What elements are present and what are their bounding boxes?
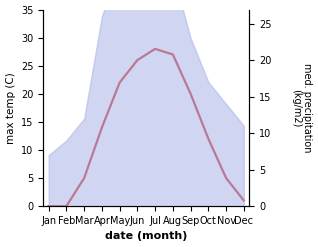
Y-axis label: med. precipitation
(kg/m2): med. precipitation (kg/m2) bbox=[291, 63, 313, 153]
Y-axis label: max temp (C): max temp (C) bbox=[5, 72, 16, 144]
X-axis label: date (month): date (month) bbox=[105, 231, 187, 242]
